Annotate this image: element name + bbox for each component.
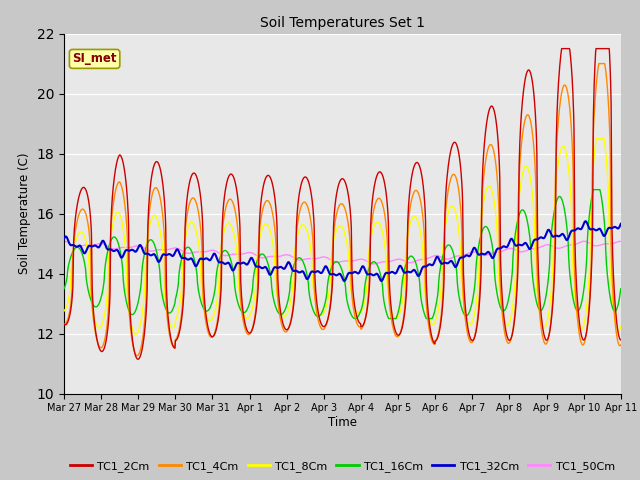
Legend: TC1_2Cm, TC1_4Cm, TC1_8Cm, TC1_16Cm, TC1_32Cm, TC1_50Cm: TC1_2Cm, TC1_4Cm, TC1_8Cm, TC1_16Cm, TC1… bbox=[65, 457, 620, 477]
Title: Soil Temperatures Set 1: Soil Temperatures Set 1 bbox=[260, 16, 425, 30]
X-axis label: Time: Time bbox=[328, 416, 357, 429]
Text: SI_met: SI_met bbox=[72, 52, 117, 65]
Y-axis label: Soil Temperature (C): Soil Temperature (C) bbox=[18, 153, 31, 275]
